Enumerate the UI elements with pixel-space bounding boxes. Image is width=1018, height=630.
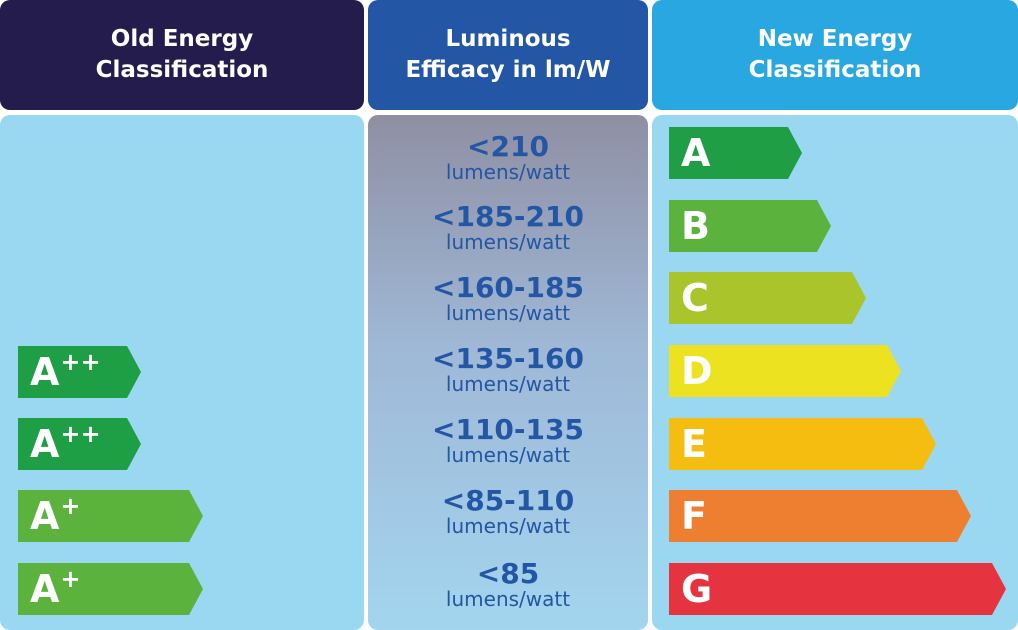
efficacy-item: <85-110 lumens/watt (368, 484, 648, 538)
old-class-arrow: A + (18, 563, 203, 615)
efficacy-item: <185-210 lumens/watt (368, 200, 648, 254)
efficacy-item: <85 lumens/watt (368, 557, 648, 611)
header-old-energy-classification: Old Energy Classification (0, 0, 364, 110)
old-class-base: A (30, 567, 60, 611)
new-class-label: G (681, 567, 713, 611)
old-class-arrow: A ++ (18, 346, 141, 398)
header-new-line2: Classification (748, 57, 922, 83)
header-new-energy-classification: New Energy Classification (652, 0, 1018, 110)
old-class-sup: + (60, 492, 81, 520)
efficacy-unit: lumens/watt (445, 372, 571, 396)
efficacy-value: <110-135 (432, 413, 584, 446)
efficacy-item: <210 lumens/watt (368, 130, 648, 184)
efficacy-unit: lumens/watt (445, 230, 571, 254)
header-lum-line2: Efficacy in lm/W (405, 57, 611, 83)
new-class-arrow-e: E (669, 418, 936, 470)
header-old-line2: Classification (95, 57, 269, 83)
efficacy-value: <85 (476, 557, 540, 590)
old-class-arrow: A + (18, 490, 203, 542)
new-class-label: E (681, 422, 707, 466)
efficacy-value: <210 (467, 130, 549, 163)
efficacy-unit: lumens/watt (445, 514, 571, 538)
old-class-base: A (30, 350, 60, 394)
old-class-sup: ++ (60, 420, 101, 448)
header-lum-line1: Luminous (445, 26, 571, 52)
new-class-label: A (681, 131, 711, 175)
efficacy-unit: lumens/watt (445, 443, 571, 467)
efficacy-value: <160-185 (432, 271, 584, 304)
new-class-arrow-f: F (669, 490, 971, 542)
efficacy-item: <160-185 lumens/watt (368, 271, 648, 325)
new-class-label: C (681, 276, 709, 320)
new-class-label: D (681, 349, 713, 393)
header-luminous-efficacy: Luminous Efficacy in lm/W (368, 0, 648, 110)
new-class-arrow-a: A (669, 127, 802, 179)
efficacy-value: <185-210 (432, 200, 584, 233)
new-class-arrow-b: B (669, 200, 831, 252)
old-class-sup: ++ (60, 348, 101, 376)
old-class-arrow: A ++ (18, 418, 141, 470)
old-class-base: A (30, 422, 60, 466)
new-class-arrow-g: G (669, 563, 1006, 615)
efficacy-value: <85-110 (441, 484, 575, 517)
new-class-label: B (681, 204, 710, 248)
new-class-label: F (681, 494, 707, 538)
old-class-sup: + (60, 565, 81, 593)
efficacy-item: <110-135 lumens/watt (368, 413, 648, 467)
new-class-arrow-d: D (669, 345, 901, 397)
old-class-base: A (30, 494, 60, 538)
efficacy-unit: lumens/watt (445, 160, 571, 184)
efficacy-panel (368, 115, 648, 630)
efficacy-unit: lumens/watt (445, 301, 571, 325)
header-old-line1: Old Energy (110, 26, 254, 52)
header-new-line1: New Energy (757, 26, 913, 52)
efficacy-item: <135-160 lumens/watt (368, 342, 648, 396)
efficacy-unit: lumens/watt (445, 587, 571, 611)
efficacy-value: <135-160 (432, 342, 584, 375)
new-class-arrow-c: C (669, 272, 866, 324)
